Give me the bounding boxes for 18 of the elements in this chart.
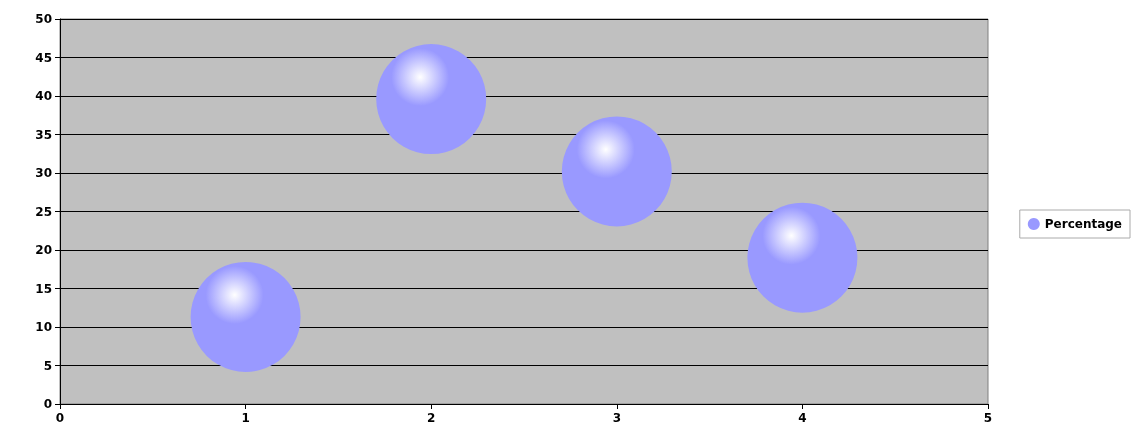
legend-label: Percentage xyxy=(1044,217,1123,231)
x-tick-label: 5 xyxy=(983,411,993,425)
y-tick-label: 15 xyxy=(35,281,52,296)
x-tick-label: 4 xyxy=(798,411,807,425)
x-tick-label: 3 xyxy=(612,411,621,425)
y-tick-label: 20 xyxy=(35,243,52,257)
y-tick-label: 25 xyxy=(35,204,52,219)
x-tick-label: 2 xyxy=(427,411,436,425)
y-tick-label: 0 xyxy=(43,397,52,411)
y-tick-label: 10 xyxy=(35,320,52,334)
y-tick-label: 50 xyxy=(35,12,52,26)
y-tick-label: 35 xyxy=(35,127,52,142)
x-tick-label: 1 xyxy=(241,411,250,425)
y-tick-label: 45 xyxy=(35,50,52,65)
y-tick-label: 30 xyxy=(35,166,52,180)
y-tick-label: 5 xyxy=(43,358,52,373)
x-tick-label: 0 xyxy=(55,411,65,425)
y-tick-label: 40 xyxy=(35,89,52,103)
